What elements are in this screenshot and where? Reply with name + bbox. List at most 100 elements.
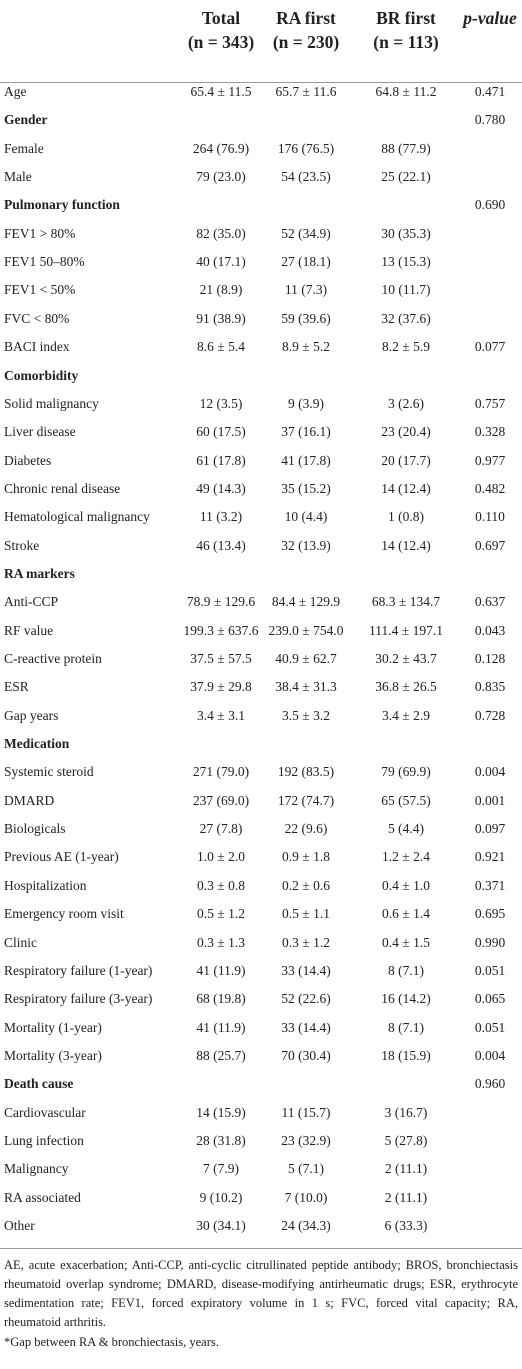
cell: 61 (17.8) [196, 452, 246, 468]
cell: 10 (11.7) [381, 282, 431, 298]
section-title: Medication [4, 736, 70, 752]
row-label: FEV1 50–80% [4, 254, 85, 270]
cell: 37.5 ± 57.5 [190, 651, 252, 666]
row-label: Solid malignancy [4, 395, 99, 411]
cell: 11 (3.2) [199, 509, 243, 525]
p-value: 0.051 [474, 1019, 506, 1035]
cell: 8 (7.1) [388, 962, 424, 978]
p-value: 0.471 [474, 84, 506, 99]
p-value: 0.110 [475, 509, 505, 525]
cell: 79 (23.0) [196, 169, 246, 185]
row-label: RF value [4, 622, 54, 638]
p-value: 0.637 [474, 594, 506, 610]
section-title: Death cause [4, 1076, 74, 1092]
cell: 7 (7.9) [203, 1161, 239, 1177]
p-value: 0.482 [474, 480, 506, 496]
cell: 52 (22.6) [281, 991, 331, 1007]
p-value: 0.004 [474, 764, 506, 780]
cell: 33 (14.4) [281, 962, 331, 978]
cell: 10 (4.4) [284, 509, 328, 525]
cell: 84.4 ± 129.9 [271, 594, 341, 610]
row-label: Chronic renal disease [4, 480, 121, 496]
cell: 3 (2.6) [388, 395, 424, 411]
cell: 40.9 ± 62.7 [275, 651, 337, 666]
cell: 70 (30.4) [281, 1047, 331, 1063]
section-title: Pulmonary function [4, 197, 120, 213]
cell: 28 (31.8) [196, 1132, 246, 1148]
cell: 12 (3.5) [199, 395, 243, 411]
p-value: 0.077 [474, 339, 506, 355]
cell: 3.4 ± 2.9 [382, 707, 430, 723]
cell: 40 (17.1) [196, 254, 246, 270]
row-label: DMARD [4, 792, 55, 808]
cell: 9 (10.2) [199, 1189, 243, 1205]
row-label: C-reactive protein [4, 651, 102, 666]
p-value: 0.001 [474, 792, 506, 808]
row-label: Gap years [4, 707, 59, 723]
row-label: Other [4, 1218, 35, 1233]
cell: 33 (14.4) [281, 1019, 331, 1035]
cell: 7 (10.0) [284, 1189, 328, 1205]
column-header: RA first [276, 8, 336, 28]
cell: 41 (17.8) [281, 452, 331, 468]
cell: 21 (8.9) [199, 282, 243, 298]
row-label: Clinic [4, 934, 37, 950]
cell: 0.9 ± 1.8 [282, 849, 330, 865]
cell: 1.0 ± 2.0 [197, 849, 245, 865]
cell: 176 (76.5) [277, 140, 335, 156]
row-label: Mortality (3-year) [4, 1047, 102, 1063]
column-n: (n = 113) [373, 32, 439, 52]
cell: 65.4 ± 11.5 [190, 84, 252, 99]
row-label: Age [4, 84, 27, 99]
cell: 79 (69.9) [381, 764, 431, 780]
cell: 8.6 ± 5.4 [197, 339, 245, 355]
cell: 2 (11.1) [384, 1161, 428, 1177]
cell: 91 (38.9) [196, 310, 246, 326]
p-value: 0.977 [474, 452, 506, 468]
cell: 0.5 ± 1.1 [282, 906, 330, 922]
cell: 271 (79.0) [192, 764, 250, 780]
cell: 14 (12.4) [381, 480, 431, 496]
cell: 22 (9.6) [284, 821, 328, 837]
cell: 8.2 ± 5.9 [382, 339, 430, 355]
row-label: ESR [4, 679, 29, 695]
row-label: Previous AE (1-year) [4, 849, 119, 865]
row-label: Male [4, 169, 32, 185]
cell: 25 (22.1) [381, 169, 431, 185]
cell: 23 (20.4) [381, 424, 431, 440]
footnote: *Gap between RA & bronchiectasis, years. [4, 1335, 219, 1349]
cell: 192 (83.5) [277, 764, 335, 780]
cell: 23 (32.9) [281, 1132, 331, 1148]
column-n: (n = 230) [272, 32, 340, 52]
row-label: Cardiovascular [4, 1104, 86, 1120]
cell: 32 (13.9) [281, 537, 331, 553]
cell: 18 (15.9) [381, 1047, 431, 1063]
cell: 0.3 ± 0.8 [197, 877, 245, 893]
section-title: Gender [4, 112, 48, 128]
p-value: 0.097 [474, 821, 506, 837]
cell: 68.3 ± 134.7 [371, 594, 441, 610]
p-value: 0.960 [474, 1076, 506, 1092]
p-value: 0.697 [474, 537, 506, 553]
cell: 52 (34.9) [281, 225, 331, 241]
p-value: 0.065 [474, 991, 506, 1007]
cell: 11 (7.3) [284, 282, 328, 298]
section-title: RA markers [4, 565, 75, 581]
cell: 2 (11.1) [384, 1189, 428, 1205]
cell: 3.4 ± 3.1 [197, 707, 245, 723]
p-value: 0.728 [474, 707, 506, 723]
cell: 0.2 ± 0.6 [282, 877, 330, 893]
cell: 88 (25.7) [196, 1047, 246, 1063]
cell: 20 (17.7) [381, 452, 431, 468]
cell: 35 (15.2) [281, 480, 331, 496]
cell: 5 (4.4) [388, 821, 424, 837]
cell: 8.9 ± 5.2 [282, 339, 330, 355]
p-value: 0.043 [474, 622, 506, 638]
row-label: BACI index [4, 339, 70, 355]
cell: 1 (0.8) [388, 509, 424, 525]
cell: 59 (39.6) [281, 310, 331, 326]
row-label: Respiratory failure (1-year) [4, 962, 153, 978]
cell: 0.3 ± 1.2 [282, 934, 330, 950]
cell: 199.3 ± 637.6 [183, 622, 259, 638]
p-value: 0.921 [474, 849, 506, 865]
